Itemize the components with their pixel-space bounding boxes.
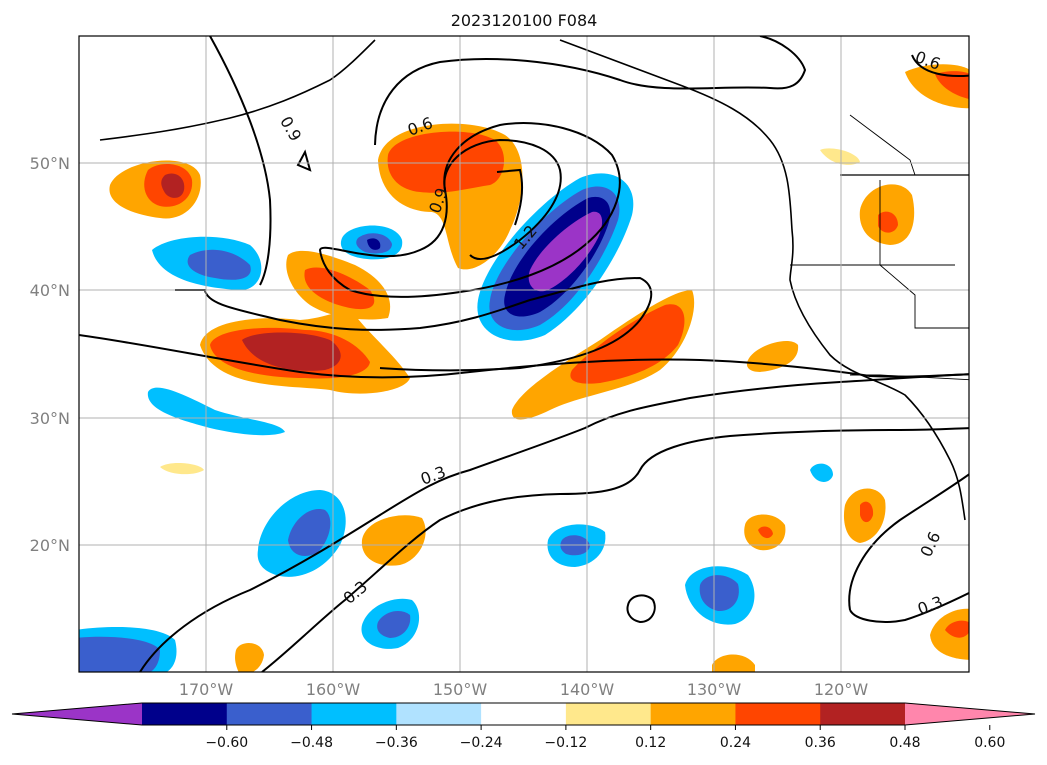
anomaly-patch <box>945 620 969 638</box>
colorbar-tick-label: 0.24 <box>720 735 751 751</box>
anomaly-patch <box>570 304 685 384</box>
colorbar-tick-label: 0.48 <box>889 735 920 751</box>
anomaly-patch <box>242 332 341 371</box>
lon-tick-label: 120°W <box>814 680 869 699</box>
lat-tick-label: 50°N <box>30 154 70 173</box>
contour-line <box>79 334 969 379</box>
anomaly-patch <box>361 515 426 566</box>
colorbar-tick-label: −0.36 <box>375 735 418 751</box>
shaded-anomalies <box>79 64 969 672</box>
lon-tick-labels: 170°W 160°W 150°W 140°W 130°W 120°W <box>179 680 869 699</box>
colorbar-tick-label: −0.12 <box>544 735 587 751</box>
contour-line <box>261 427 969 672</box>
contour-line <box>496 168 524 226</box>
colorbar-extend-max <box>905 703 1035 725</box>
anomaly-patch <box>810 463 833 482</box>
gridlines <box>79 36 969 672</box>
contour-line <box>848 473 969 611</box>
anomaly-patch <box>187 249 251 280</box>
lon-tick-label: 150°W <box>433 680 488 699</box>
contour-line <box>849 591 969 623</box>
anomaly-patch <box>161 173 185 198</box>
lon-tick-label: 140°W <box>560 680 615 699</box>
colorbar-segment <box>565 703 652 725</box>
anomaly-patch <box>288 509 331 556</box>
lat-tick-label: 30°N <box>30 409 70 428</box>
colorbar-segment <box>396 703 482 725</box>
lon-tick-label: 130°W <box>687 680 742 699</box>
anomaly-patch <box>79 636 160 672</box>
contour-lines <box>79 36 969 672</box>
colorbar-extend-min <box>12 703 142 725</box>
lat-tick-label: 20°N <box>30 536 70 555</box>
contour-line <box>139 373 969 672</box>
state-border <box>849 114 916 176</box>
colorbar-tick-label: −0.48 <box>290 735 333 751</box>
contour-line <box>443 138 562 260</box>
colorbar-tick-label: 0.12 <box>635 735 666 751</box>
contour-line <box>911 54 969 77</box>
anomaly-patch <box>387 131 505 193</box>
anomaly-patch <box>367 238 381 250</box>
anomaly-patch <box>820 148 860 165</box>
anomaly-patch <box>878 211 898 233</box>
anomaly-patch <box>528 211 603 292</box>
anomaly-patch <box>699 575 739 612</box>
anomaly-patch <box>147 387 285 436</box>
lon-tick-label: 170°W <box>179 680 234 699</box>
alaska-coast <box>99 39 376 141</box>
anomaly-patch <box>160 463 204 475</box>
map-frame <box>78 35 970 673</box>
anomaly-patch <box>860 501 874 523</box>
state-border <box>879 264 969 329</box>
colorbar-segment <box>820 703 906 725</box>
colorbar: −0.60 −0.48 −0.36 −0.24 −0.12 0.12 0.24 0.36 0.4… <box>11 702 1036 751</box>
colorbar-tick-label: −0.24 <box>460 735 503 751</box>
colorbar-segment <box>311 703 397 725</box>
anomaly-patch <box>235 643 264 672</box>
colorbar-segment <box>226 703 313 725</box>
contour-line <box>626 594 656 624</box>
colorbar-outline <box>11 702 1036 726</box>
anomaly-patch <box>758 526 773 539</box>
lon-tick-label: 160°W <box>306 680 361 699</box>
map-title: 2023120100 F084 <box>451 11 598 30</box>
anomaly-patch <box>304 267 375 310</box>
anomaly-patch <box>377 610 411 638</box>
map-panel: 0.9 0.6 0.9 1.2 0.3 0.3 0.6 0.3 0.6 <box>79 36 969 672</box>
lat-tick-label: 40°N <box>30 281 70 300</box>
colorbar-tick-label: 0.36 <box>805 735 836 751</box>
lat-tick-labels: 50°N 40°N 30°N 20°N <box>30 154 70 555</box>
anomaly-patch <box>712 654 755 672</box>
contour-line <box>374 36 807 146</box>
colorbar-segment <box>735 703 821 725</box>
colorbar-segment <box>481 703 567 725</box>
colorbar-segment <box>650 703 736 725</box>
colorbar-tick-label: 0.60 <box>974 735 1005 751</box>
contour-line <box>318 122 621 298</box>
contour-line <box>296 149 312 172</box>
contour-line <box>209 36 272 286</box>
colorbar-segment <box>142 703 228 725</box>
colorbar-tick-label: −0.60 <box>205 735 248 751</box>
anomaly-patch <box>935 71 969 99</box>
